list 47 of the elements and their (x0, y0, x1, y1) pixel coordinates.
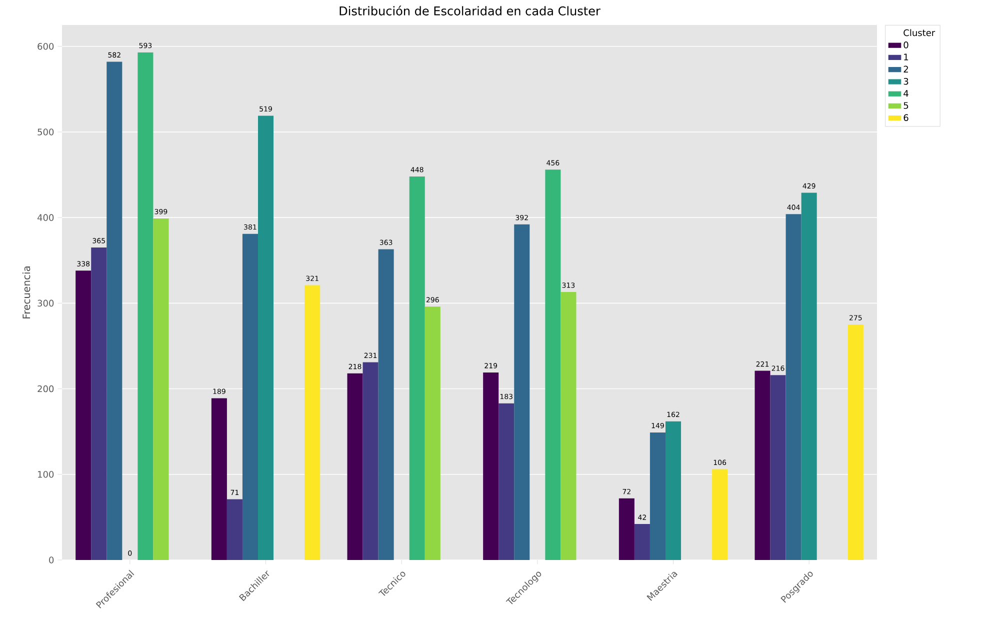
bar (409, 176, 425, 560)
bar (424, 306, 440, 560)
bar (91, 248, 107, 560)
bar (483, 372, 499, 560)
bar (258, 116, 274, 560)
bar (634, 524, 650, 560)
bar (76, 270, 92, 560)
bar (304, 285, 320, 560)
bar (770, 375, 786, 560)
legend-label: 6 (904, 114, 908, 122)
bar (347, 373, 363, 560)
legend-label: 0 (904, 42, 908, 48)
y-tick-label: 600 (38, 42, 54, 50)
legend-label: 3 (904, 78, 908, 85)
bar (362, 362, 378, 560)
bar (754, 370, 770, 560)
legend-label: 4 (904, 90, 908, 97)
bar (848, 324, 864, 560)
y-tick-label: 200 (38, 385, 54, 392)
bar (514, 224, 530, 560)
y-tick-label: 0 (49, 556, 54, 564)
bar (211, 398, 227, 560)
legend-title: Cluster (904, 29, 936, 36)
bar (712, 469, 728, 560)
y-tick-label: 100 (38, 470, 54, 478)
bar (138, 52, 154, 560)
legend-label: 1 (904, 54, 908, 60)
bar (618, 498, 634, 560)
legend-label: 2 (904, 66, 908, 72)
y-tick-label: 400 (37, 214, 54, 221)
bar (545, 170, 561, 560)
bar (801, 192, 817, 560)
bar (153, 218, 169, 560)
bar (560, 292, 576, 560)
bar (242, 234, 258, 560)
chart-title: Distribución de Escolaridad en cada Cluster (340, 6, 600, 16)
bar (226, 499, 242, 560)
bar (498, 403, 514, 560)
y-tick-label: 500 (38, 128, 54, 136)
bar (378, 249, 394, 560)
y-tick-label: 300 (38, 300, 54, 307)
bar (650, 432, 666, 560)
bar (106, 62, 122, 560)
legend-label: 5 (904, 102, 908, 109)
bar (786, 214, 802, 560)
bar (665, 421, 682, 560)
y-axis-title: Frecuencia (22, 266, 30, 318)
